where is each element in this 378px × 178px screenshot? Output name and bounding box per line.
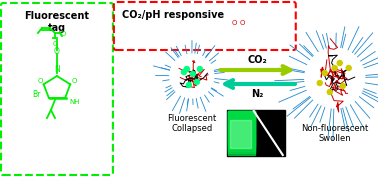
Circle shape xyxy=(170,54,214,98)
Circle shape xyxy=(181,69,186,75)
Text: N: N xyxy=(54,65,60,74)
Text: CO₂/pH responsive: CO₂/pH responsive xyxy=(122,10,224,20)
Circle shape xyxy=(184,67,189,72)
FancyArrowPatch shape xyxy=(221,66,290,74)
Text: Fluorescent
tag: Fluorescent tag xyxy=(25,11,90,33)
Text: Br: Br xyxy=(33,90,41,99)
Bar xyxy=(228,111,255,149)
Circle shape xyxy=(332,66,337,70)
Text: Fluorescent
Collapsed: Fluorescent Collapsed xyxy=(167,114,217,133)
Bar xyxy=(230,120,251,148)
Text: CO₂: CO₂ xyxy=(248,55,268,65)
Text: NH: NH xyxy=(69,99,79,105)
Text: O: O xyxy=(54,48,60,56)
Text: O: O xyxy=(37,78,43,84)
Circle shape xyxy=(194,80,199,85)
Circle shape xyxy=(317,80,322,85)
Circle shape xyxy=(305,48,365,108)
Circle shape xyxy=(197,67,202,72)
Bar xyxy=(228,111,255,151)
Circle shape xyxy=(322,70,327,75)
Bar xyxy=(227,110,285,156)
Circle shape xyxy=(186,82,191,88)
Bar xyxy=(228,111,255,143)
Text: Non-fluorescent
Swollen: Non-fluorescent Swollen xyxy=(301,124,368,143)
Bar xyxy=(228,111,255,155)
Bar xyxy=(228,111,255,141)
Circle shape xyxy=(191,72,195,77)
Text: O: O xyxy=(52,41,57,47)
FancyBboxPatch shape xyxy=(114,2,296,50)
FancyBboxPatch shape xyxy=(1,3,113,175)
Bar xyxy=(228,111,255,153)
Text: O: O xyxy=(240,20,245,26)
Circle shape xyxy=(337,61,342,66)
Bar xyxy=(228,111,255,147)
Circle shape xyxy=(346,66,351,70)
Circle shape xyxy=(340,83,345,88)
Text: O: O xyxy=(231,20,237,26)
Circle shape xyxy=(327,90,332,95)
Text: O: O xyxy=(60,31,66,37)
Text: O: O xyxy=(71,78,77,84)
Text: N₂: N₂ xyxy=(252,89,264,99)
Bar xyxy=(228,111,255,145)
FancyArrowPatch shape xyxy=(225,80,295,88)
